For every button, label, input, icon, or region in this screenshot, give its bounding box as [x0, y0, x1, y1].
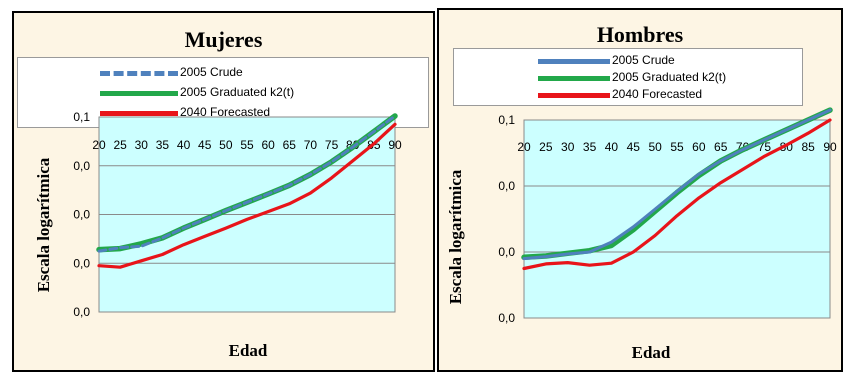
x-tick-label: 50: [648, 140, 662, 154]
x-tick-label: 50: [219, 138, 233, 152]
legend-label: 2040 Forecasted: [612, 87, 703, 101]
x-tick-label: 40: [177, 138, 191, 152]
x-tick-label: 45: [198, 138, 212, 152]
y-tick-label: 0,0: [498, 179, 515, 193]
x-tick-label: 35: [156, 138, 170, 152]
legend-swatch-graduated: [538, 76, 610, 81]
legend-label: 2005 Crude: [180, 65, 243, 79]
x-tick-label: 60: [692, 140, 706, 154]
legend-swatch-forecast: [100, 111, 178, 116]
legend-swatch-crude: [100, 71, 178, 76]
chart-title: Hombres: [596, 22, 684, 47]
legend: 2005 Crude 2005 Graduated k2(t) 2040 For…: [453, 48, 803, 106]
legend-item-forecast: 2040 Forecasted: [454, 86, 802, 102]
legend-label: 2040 Forecasted: [180, 105, 271, 119]
y-tick-label: 0,0: [73, 256, 90, 270]
series-line-crude: [97, 114, 397, 253]
x-tick-label: 30: [561, 140, 575, 154]
legend-swatch-graduated: [100, 91, 178, 96]
x-tick-label: 20: [517, 140, 531, 154]
legend-label: 2005 Graduated k2(t): [180, 85, 295, 99]
x-tick-label: 35: [583, 140, 597, 154]
plot-background: [523, 119, 831, 319]
legend-item-forecast: 2040 Forecasted: [18, 104, 428, 120]
x-tick-label: 30: [135, 138, 149, 152]
series-line-crude: [522, 108, 832, 261]
x-tick-label: 70: [304, 138, 318, 152]
x-tick-label: 90: [388, 138, 402, 152]
x-axis-title: Edad: [228, 341, 268, 360]
y-tick-label: 0,1: [498, 113, 515, 127]
x-tick-label: 40: [605, 140, 619, 154]
chart-panel-mujeres: Mujeres 2005 Crude 2005 Graduated k2(t) …: [12, 11, 435, 372]
chart-panel-hombres: Hombres 2005 Crude 2005 Graduated k2(t) …: [437, 8, 843, 372]
x-tick-label: 20: [92, 138, 106, 152]
x-axis-title: Edad: [631, 343, 671, 362]
y-tick-label: 0,1: [73, 110, 90, 124]
plot-area-hombres: 0,10,00,00,020 25 30 35 40 45 50 55 60 65 70 75 80 85…: [498, 107, 837, 325]
y-tick-label: 0,0: [73, 159, 90, 173]
y-tick-label: 0,0: [73, 305, 90, 319]
x-tick-label: 60: [261, 138, 275, 152]
y-tick-label: 0,0: [498, 311, 515, 325]
x-tick-label: 25: [113, 138, 127, 152]
legend-label: 2005 Crude: [612, 53, 675, 67]
legend-item-crude: 2005 Crude: [18, 64, 428, 80]
legend-label: 2005 Graduated k2(t): [612, 70, 727, 84]
legend-item-crude: 2005 Crude: [454, 52, 802, 68]
y-tick-label: 0,0: [498, 245, 515, 259]
series-line-forecast: [522, 118, 832, 271]
y-tick-label: 0,0: [73, 208, 90, 222]
x-tick-label: 75: [325, 138, 339, 152]
legend: 2005 Crude 2005 Graduated k2(t) 2040 For…: [17, 57, 429, 128]
x-tick-label: 90: [823, 140, 837, 154]
x-tick-label: 55: [240, 138, 254, 152]
legend-swatch-crude: [538, 59, 610, 64]
chart-title: Mujeres: [184, 27, 263, 52]
legend-item-graduated: 2005 Graduated k2(t): [454, 69, 802, 85]
x-tick-label: 85: [801, 140, 815, 154]
x-tick-label: 55: [670, 140, 684, 154]
x-tick-label: 45: [627, 140, 641, 154]
x-tick-label: 65: [283, 138, 297, 152]
x-tick-label: 25: [539, 140, 553, 154]
series-line-forecast: [97, 122, 397, 269]
legend-item-graduated: 2005 Graduated k2(t): [18, 84, 428, 100]
plot-area-mujeres: 0,10,00,00,00,020 25 30 35 40 45 50 55 60 65 70 75 8…: [73, 110, 402, 319]
x-tick-label: 65: [714, 140, 728, 154]
legend-swatch-forecast: [538, 93, 610, 98]
